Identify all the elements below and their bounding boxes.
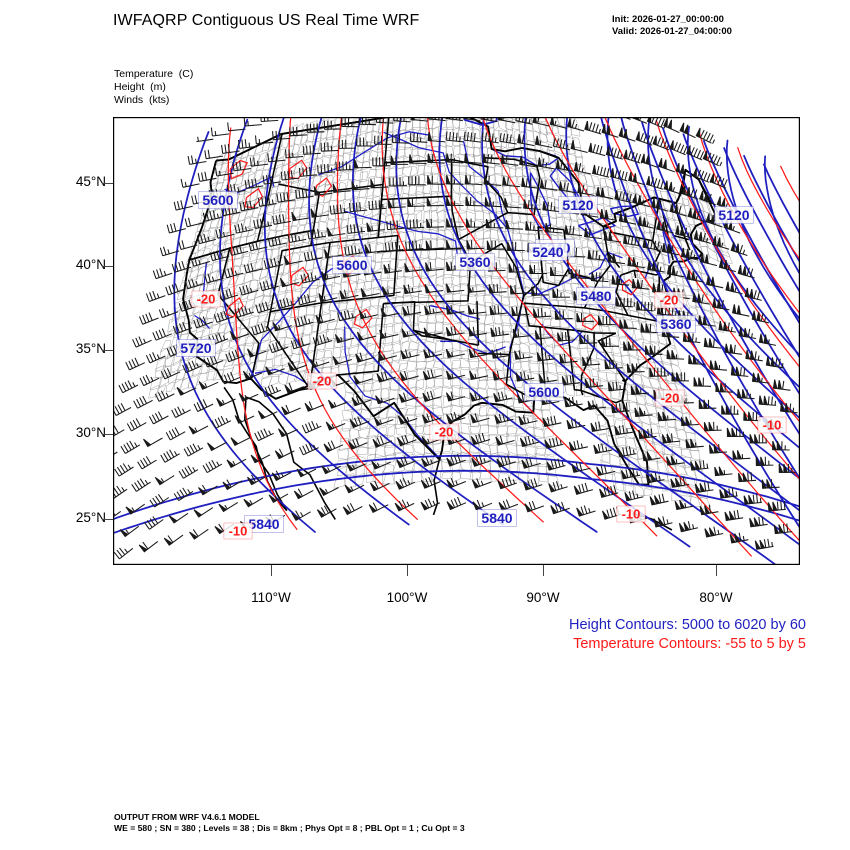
lon-tick-label: 110°W [251,590,291,605]
lat-tick-mark [102,519,113,520]
svg-text:-20: -20 [661,391,680,406]
svg-text:-10: -10 [763,418,782,433]
lon-tick-mark [716,565,717,576]
svg-text:-10: -10 [622,507,641,522]
svg-text:5360: 5360 [459,254,490,270]
lat-tick-label: 40°N [75,257,106,272]
svg-text:5720: 5720 [180,340,211,356]
variable-legend: Temperature (C) Height (m) Winds (kts) [114,68,194,106]
timestamp-init: Init: 2026-01-27_00:00:00 Valid: 2026-01… [612,14,732,37]
contour-legend: Height Contours: 5000 to 6020 by 60 Temp… [0,616,806,654]
lat-tick-mark [102,183,113,184]
lon-tick-mark [543,565,544,576]
lon-tick-label: 90°W [526,590,560,605]
model-footer: OUTPUT FROM WRF V4.6.1 MODEL WE = 580 ; … [114,812,465,833]
lat-tick-mark [102,266,113,267]
svg-text:5840: 5840 [248,516,279,532]
lat-tick-label: 30°N [75,425,106,440]
lon-tick-label: 80°W [699,590,733,605]
weather-map: 5600560057205360524054805600512051205240… [113,117,800,565]
lat-tick-mark [102,434,113,435]
svg-text:-20: -20 [313,374,332,389]
lat-tick-label: 35°N [75,341,106,356]
svg-text:5120: 5120 [718,207,749,223]
lat-tick-label: 45°N [75,174,106,189]
svg-text:-20: -20 [197,292,216,307]
svg-text:5840: 5840 [481,510,512,526]
svg-text:5600: 5600 [202,192,233,208]
svg-text:5360: 5360 [660,316,691,332]
lon-tick-label: 100°W [386,590,428,605]
svg-text:5480: 5480 [580,288,611,304]
svg-text:5120: 5120 [562,197,593,213]
svg-text:-10: -10 [229,524,248,539]
height-contour-legend: Height Contours: 5000 to 6020 by 60 [569,617,806,633]
lon-tick-mark [271,565,272,576]
lat-tick-label: 25°N [75,510,106,525]
svg-text:5600: 5600 [336,257,367,273]
lon-tick-mark [407,565,408,576]
svg-text:5240: 5240 [532,244,563,260]
lat-tick-mark [102,350,113,351]
svg-text:-20: -20 [660,293,679,308]
temperature-contour-legend: Temperature Contours: -55 to 5 by 5 [573,636,806,652]
svg-text:-20: -20 [435,425,454,440]
svg-text:5600: 5600 [528,384,559,400]
page-title: IWFAQRP Contiguous US Real Time WRF [113,12,420,29]
